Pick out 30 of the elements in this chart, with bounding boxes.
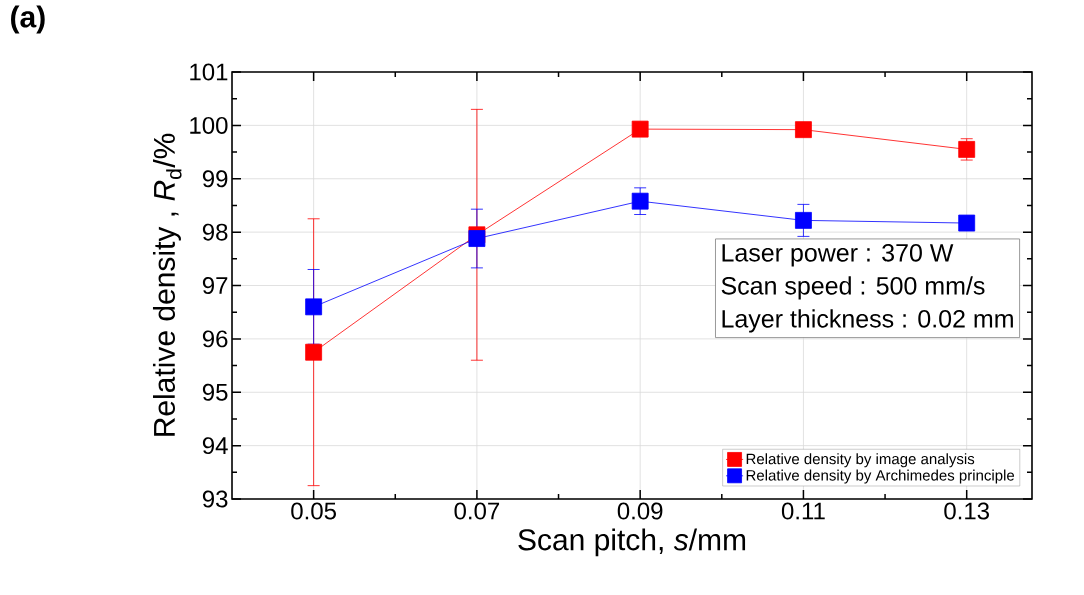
x-tick-label: 0.07	[454, 502, 500, 520]
point	[631, 192, 649, 210]
text: (a)	[11, 5, 45, 34]
annotation: Scan speed : 500 mm/s	[721, 276, 985, 300]
y-tick-label: 93	[202, 490, 228, 508]
annotation: Layer thickness : 0.02 mm	[722, 309, 1013, 333]
point	[305, 343, 323, 361]
y-axis-title: Relative density , R$_{d}$/%	[152, 133, 182, 436]
x-tick-label: 0.09	[617, 502, 663, 520]
y-tick-label: 97	[202, 277, 228, 294]
y-tick-label: 96	[202, 330, 228, 348]
legend-label: Relative density by image analysis	[746, 453, 975, 468]
y-tick-label: 99	[202, 170, 228, 188]
point	[958, 214, 976, 232]
x-tick-label: 0.13	[944, 502, 989, 520]
y-tick-label: 94	[202, 437, 228, 455]
y-tick-label: 100	[190, 116, 228, 134]
point	[468, 230, 486, 247]
point	[305, 298, 323, 316]
legend-label: Relative density by Archimedes principle	[746, 469, 1015, 484]
point	[795, 121, 812, 139]
x-axis-title: Scan pitch, s/mm	[518, 528, 746, 557]
point	[795, 211, 812, 229]
point	[631, 120, 649, 138]
y-tick-label: 98	[202, 223, 228, 241]
x-tick-label: 0.11	[781, 502, 825, 520]
y-tick-label: 101	[190, 63, 228, 81]
x-tick-label: 0.05	[291, 502, 336, 520]
annotation: Laser power : 370 W	[722, 243, 954, 267]
y-tick-label: 95	[202, 383, 228, 401]
